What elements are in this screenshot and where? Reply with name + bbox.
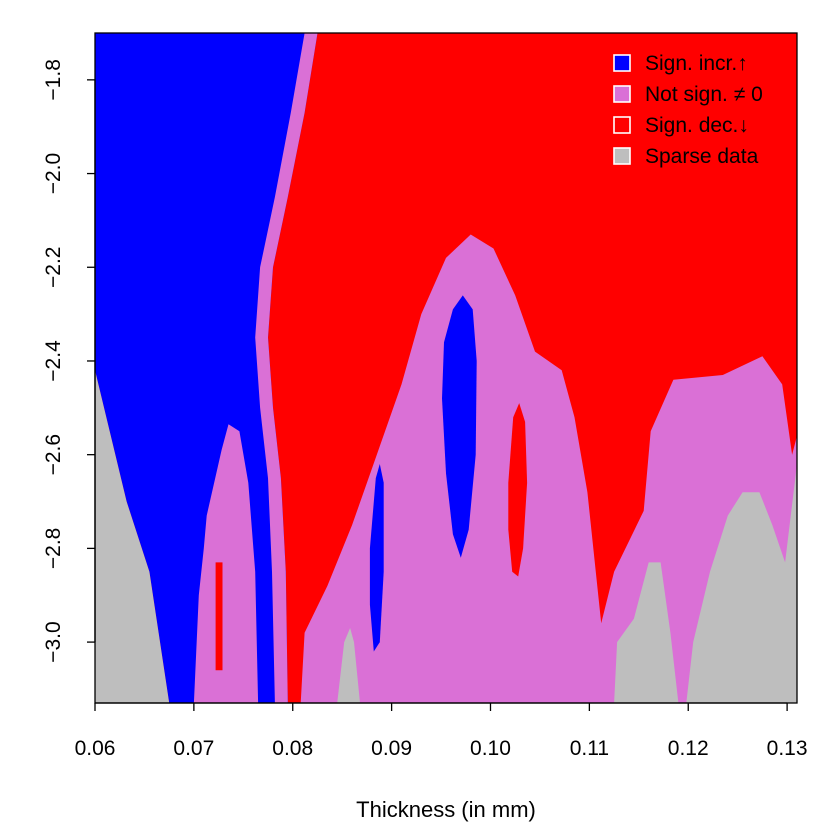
x-tick-label: 0.11 xyxy=(570,737,609,760)
region-not_sign-4 xyxy=(300,234,797,703)
region-sign_dec-7 xyxy=(508,403,528,577)
heatmap-regions xyxy=(95,33,797,703)
x-tick-label: 0.10 xyxy=(470,737,511,760)
y-tick-label: −2.2 xyxy=(42,247,65,288)
legend-label-sign_dec: Sign. dec.↓ xyxy=(645,114,749,137)
y-tick-label: −2.6 xyxy=(42,434,65,475)
legend-swatch-sparse xyxy=(613,147,631,165)
region-sparse-9 xyxy=(337,628,360,703)
legend: Sign. incr.↑ Not sign. ≠ 0 Sign. dec.↓ Spar… xyxy=(613,52,763,168)
legend-swatch-sign_incr xyxy=(613,54,631,72)
x-tick-label: 0.09 xyxy=(371,737,412,760)
y-tick-label: −2.8 xyxy=(42,528,65,569)
region-sign_incr-0 xyxy=(95,33,318,703)
region-not_sign-2 xyxy=(193,424,259,703)
region-sign_incr-6 xyxy=(369,464,384,652)
region-sign_dec-3 xyxy=(215,562,223,671)
y-tick-label: −2.4 xyxy=(42,340,65,382)
region-not_sign-1 xyxy=(255,33,318,703)
legend-label-sparse: Sparse data xyxy=(645,145,759,168)
y-axis: −1.8 −2.0 −2.2 −2.4 −2.6 −2.8 −3.0 xyxy=(42,59,96,663)
region-sparse-8 xyxy=(95,370,170,703)
x-tick-label: 0.07 xyxy=(173,737,214,760)
legend-label-not_sign: Not sign. ≠ 0 xyxy=(645,83,763,106)
x-tick-label: 0.13 xyxy=(767,737,808,760)
region-sign_incr-5 xyxy=(442,295,477,558)
x-tick-label: 0.08 xyxy=(272,737,313,760)
legend-swatch-sign_dec xyxy=(613,116,631,134)
x-tick-label: 0.06 xyxy=(75,737,116,760)
legend-swatch-not_sign xyxy=(613,85,631,103)
x-axis: 0.06 0.07 0.08 0.09 0.10 0.11 0.12 0.13 xyxy=(75,702,808,760)
region-sparse-10 xyxy=(614,562,679,703)
region-sparse-11 xyxy=(686,464,797,703)
y-tick-label: −3.0 xyxy=(42,621,65,662)
x-tick-label: 0.12 xyxy=(668,737,709,760)
y-tick-label: −1.8 xyxy=(42,59,65,100)
x-axis-title: Thickness (in mm) xyxy=(356,797,536,822)
y-tick-label: −2.0 xyxy=(42,153,65,194)
legend-label-sign_incr: Sign. incr.↑ xyxy=(645,52,748,75)
